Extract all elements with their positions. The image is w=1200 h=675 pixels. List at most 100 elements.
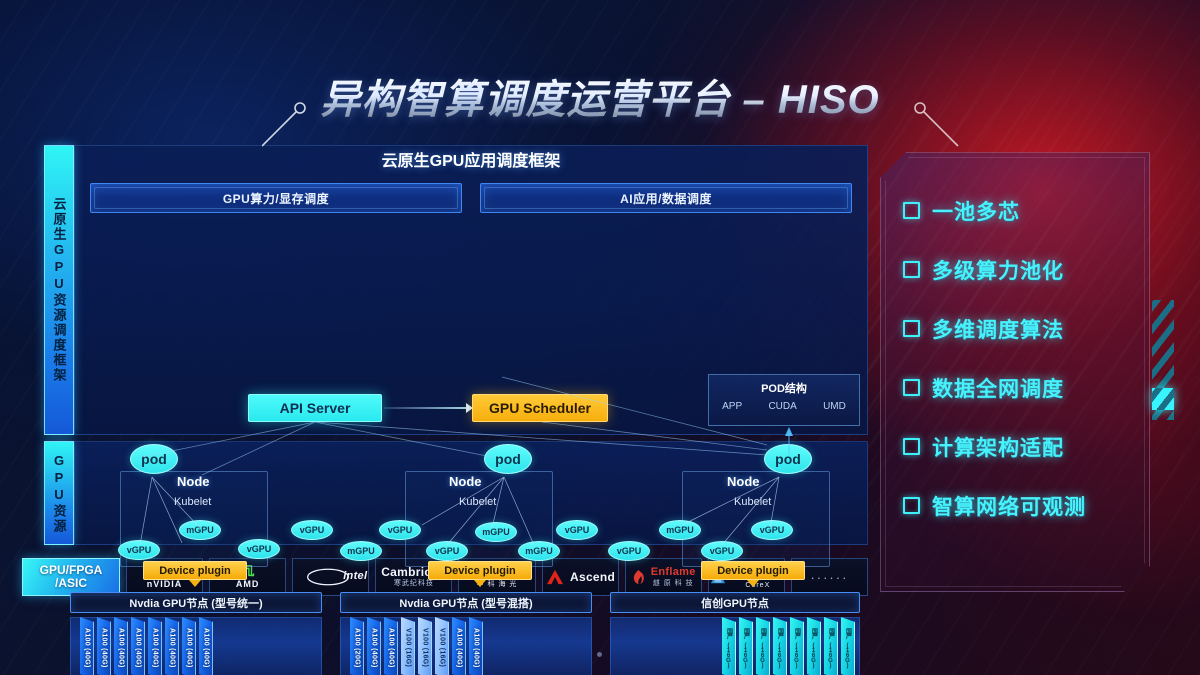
gpu-card-body (841, 617, 855, 675)
gpu-card[interactable]: 国产 (16G) (841, 617, 855, 675)
gpu-card[interactable]: A100 (40G) (165, 617, 179, 675)
feature-item-6[interactable]: 智算网络可观测 (903, 476, 1149, 535)
gpu-card[interactable]: 国产 (16G) (790, 617, 804, 675)
gpu-node-bar-2[interactable]: Nvdia GPU节点 (型号混搭) (340, 592, 592, 613)
gpu-card-label: V100 (16G) (404, 628, 412, 668)
vendor-name: Ascend (570, 569, 616, 584)
gpu-card-body (350, 617, 364, 675)
intel-logo (306, 568, 350, 586)
feature-label-1: 一池多芯 (932, 200, 1020, 224)
gpu-card[interactable]: A100 (20G) (350, 617, 364, 675)
ellipsis-icon: ······ (810, 569, 849, 585)
vgpu-badge[interactable]: vGPU (238, 539, 280, 559)
device-plugin-2[interactable]: Device plugin (428, 561, 532, 580)
gpu-card[interactable]: 国产 (16G) (722, 617, 736, 675)
pod-structure-box: POD结构 APP CUDA UMD (708, 374, 860, 426)
gpu-card[interactable]: 国产 (16G) (739, 617, 753, 675)
gpu-card[interactable]: A100 (40G) (182, 617, 196, 675)
gpu-card[interactable]: V100 (16G) (418, 617, 432, 675)
vgpu-badge[interactable]: vGPU (608, 541, 650, 561)
vendor-intel-logo[interactable]: intel (292, 558, 370, 596)
vendor-name-block: Ascend (570, 570, 615, 585)
gpu-card-body (199, 617, 213, 675)
feature-label-2: 多级算力池化 (932, 259, 1064, 283)
gpu-card[interactable]: A100 (40G) (367, 617, 381, 675)
vendor-name-block: AMD (236, 579, 260, 590)
vendor-name-block: Enflame 燧 原 科 技 (651, 566, 696, 589)
gpu-card[interactable]: A100 (40G) (469, 617, 483, 675)
gpu-card-label: 国产 (16G) (844, 628, 851, 668)
pod-badge-1[interactable]: pod (130, 444, 178, 474)
gpu-card[interactable]: 国产 (16G) (756, 617, 770, 675)
gpu-card-body (739, 617, 753, 675)
vendor-label-chip[interactable]: GPU/FPGA/ASIC (22, 558, 120, 596)
gpu-card[interactable]: 国产 (16G) (824, 617, 838, 675)
mgpu-badge[interactable]: mGPU (340, 541, 382, 561)
gpu-node-bar-3[interactable]: 信创GPU节点 (610, 592, 860, 613)
vgpu-badge[interactable]: vGPU (426, 541, 468, 561)
side-label-lower-text: GPU资源 (51, 452, 67, 534)
gpu-card[interactable]: 国产 (16G) (807, 617, 821, 675)
gpu-card-body (384, 617, 398, 675)
vgpu-badge[interactable]: vGPU (701, 541, 743, 561)
gpu-card[interactable]: A100 (40G) (131, 617, 145, 675)
vendor-enflame-logo[interactable]: Enflame 燧 原 科 技 (624, 558, 702, 596)
node-label-2: Node (449, 474, 482, 489)
gpu-card[interactable]: A100 (40G) (97, 617, 111, 675)
gpu-card-label: A100 (40G) (151, 628, 159, 668)
pod-badge-2[interactable]: pod (484, 444, 532, 474)
bar-gpu-compute-memory[interactable]: GPU算力/显存调度 (90, 183, 462, 213)
checkbox-icon (903, 320, 920, 337)
gpu-card-body (435, 617, 449, 675)
vgpu-badge[interactable]: vGPU (118, 540, 160, 560)
checkbox-icon (903, 261, 920, 278)
panel-stripe-decoration (1152, 300, 1174, 420)
device-plugin-arrow-icon-2 (474, 580, 486, 587)
gpu-card-label: 国产 (16G) (776, 628, 783, 668)
device-plugin-3[interactable]: Device plugin (701, 561, 805, 580)
gpu-card-label: A100 (40G) (168, 628, 176, 668)
pod-badge-3[interactable]: pod (764, 444, 812, 474)
mgpu-badge[interactable]: mGPU (179, 520, 221, 540)
gpu-card[interactable]: A100 (40G) (114, 617, 128, 675)
feature-item-2[interactable]: 多级算力池化 (903, 240, 1149, 299)
gpu-card[interactable]: V100 (16G) (401, 617, 415, 675)
feature-item-5[interactable]: 计算架构适配 (903, 417, 1149, 476)
vgpu-badge[interactable]: vGPU (556, 520, 598, 540)
gpu-node-bar-1[interactable]: Nvdia GPU节点 (型号统一) (70, 592, 322, 613)
gpu-card-label: A100 (40G) (387, 628, 395, 668)
gpu-card-label: A100 (40G) (83, 628, 91, 668)
gpu-card[interactable]: A100 (40G) (452, 617, 466, 675)
feature-item-4[interactable]: 数据全网调度 (903, 358, 1149, 417)
gpu-card-body (722, 617, 736, 675)
api-server-node[interactable]: API Server (248, 394, 382, 422)
mgpu-badge[interactable]: mGPU (475, 522, 517, 542)
mgpu-badge[interactable]: mGPU (659, 520, 701, 540)
vgpu-badge[interactable]: vGPU (379, 520, 421, 540)
gpu-card[interactable]: A100 (40G) (384, 617, 398, 675)
gpu-card-body (756, 617, 770, 675)
gpu-card[interactable]: V100 (16G) (435, 617, 449, 675)
bar-ai-app-data[interactable]: AI应用/数据调度 (480, 183, 852, 213)
vgpu-badge[interactable]: vGPU (291, 520, 333, 540)
vendor-name-block: nVIDIA (147, 579, 183, 590)
gpu-scheduler-node[interactable]: GPU Scheduler (472, 394, 608, 422)
feature-item-3[interactable]: 多维调度算法 (903, 299, 1149, 358)
side-label-gpu-resource: GPU资源 (44, 441, 74, 545)
gpu-card-body (367, 617, 381, 675)
gpu-card-label: 国产 (16G) (810, 628, 817, 668)
vgpu-badge[interactable]: vGPU (751, 520, 793, 540)
gpu-card-label: A100 (20G) (353, 628, 361, 668)
gpu-card[interactable]: A100 (40G) (148, 617, 162, 675)
gpu-card-label: 国产 (16G) (793, 628, 800, 668)
device-plugin-1[interactable]: Device plugin (143, 561, 247, 580)
gpu-card-label: 国产 (16G) (759, 628, 766, 668)
feature-item-1[interactable]: 一池多芯 (903, 181, 1149, 240)
gpu-card[interactable]: A100 (40G) (80, 617, 94, 675)
gpu-card[interactable]: A100 (40G) (199, 617, 213, 675)
gpu-card[interactable]: 国产 (16G) (773, 617, 787, 675)
mgpu-badge[interactable]: mGPU (518, 541, 560, 561)
gpu-rack-1 (70, 617, 322, 675)
checkbox-icon (903, 202, 920, 219)
kubelet-label-1: Kubelet (174, 496, 212, 508)
